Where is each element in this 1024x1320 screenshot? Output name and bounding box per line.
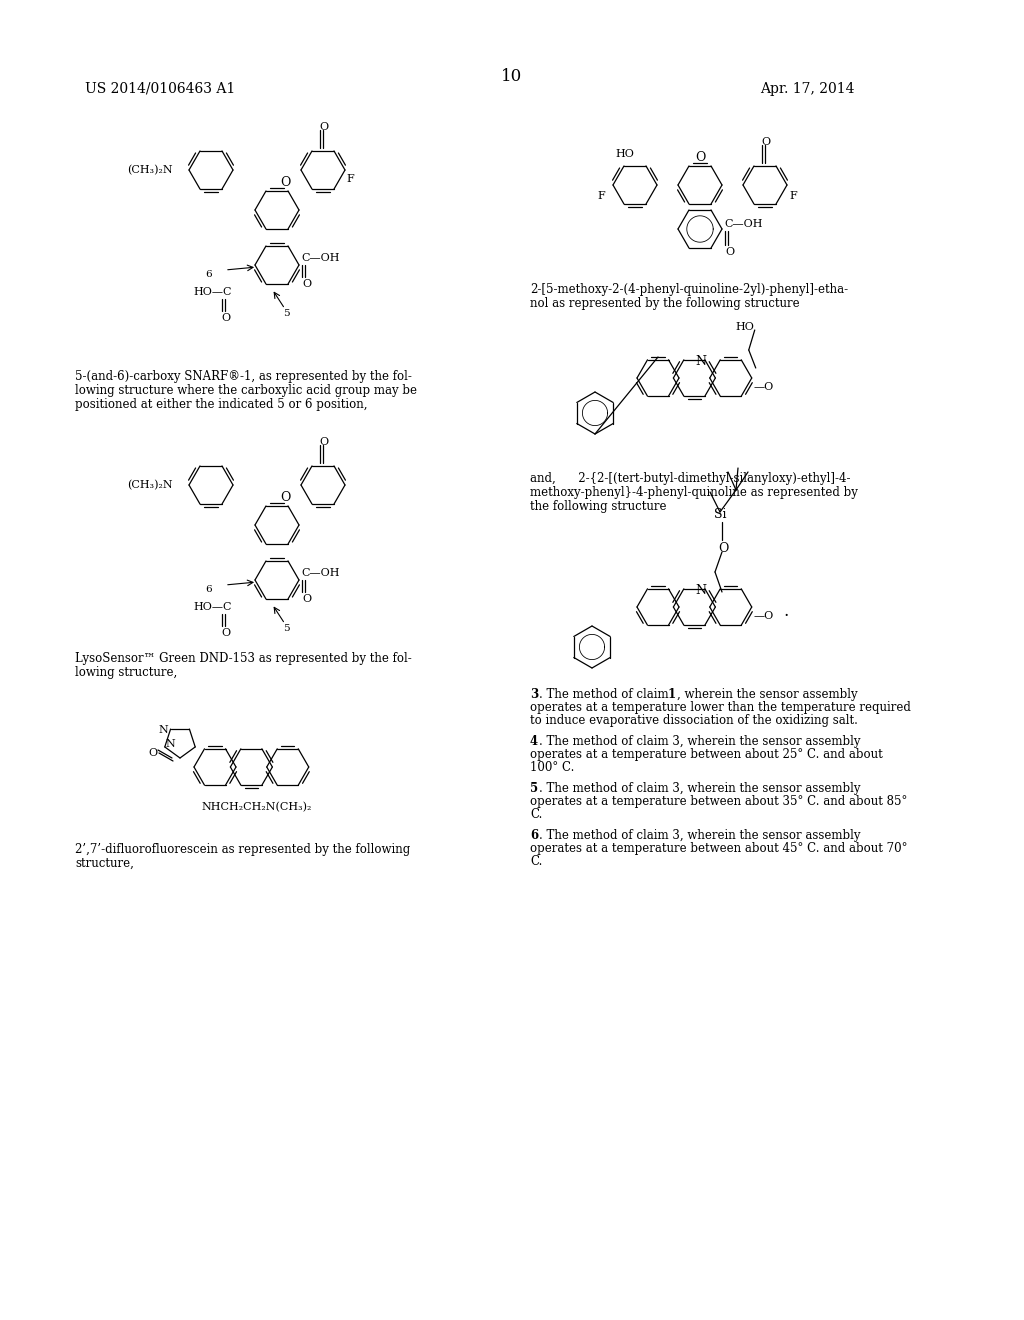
- Text: N: N: [695, 583, 707, 597]
- Text: to induce evaporative dissociation of the oxidizing salt.: to induce evaporative dissociation of th…: [530, 714, 858, 727]
- Text: O: O: [695, 150, 706, 164]
- Text: (CH₃)₂N: (CH₃)₂N: [127, 165, 173, 176]
- Text: 2’,7’-difluorofluorescein as represented by the following: 2’,7’-difluorofluorescein as represented…: [75, 843, 411, 855]
- Text: —O: —O: [754, 611, 774, 620]
- Text: 2-[5-methoxy-2-(4-phenyl-quinoline-2yl)-phenyl]-etha-: 2-[5-methoxy-2-(4-phenyl-quinoline-2yl)-…: [530, 282, 848, 296]
- Text: 5-(and-6)-carboxy SNARF®-1, as represented by the fol-: 5-(and-6)-carboxy SNARF®-1, as represent…: [75, 370, 412, 383]
- Text: O: O: [221, 313, 230, 323]
- Text: 10: 10: [502, 69, 522, 84]
- Text: , wherein the sensor assembly: , wherein the sensor assembly: [677, 688, 858, 701]
- Text: O: O: [280, 491, 291, 504]
- Text: operates at a temperature between about 25° C. and about: operates at a temperature between about …: [530, 748, 883, 762]
- Text: 3: 3: [530, 688, 539, 701]
- Text: O: O: [718, 543, 728, 554]
- Text: US 2014/0106463 A1: US 2014/0106463 A1: [85, 82, 236, 96]
- Text: C—OH: C—OH: [301, 568, 340, 578]
- Text: 5: 5: [283, 624, 290, 634]
- Text: 6: 6: [530, 829, 539, 842]
- Text: C—OH: C—OH: [724, 219, 763, 228]
- Text: F: F: [597, 191, 605, 201]
- Text: nol as represented by the following structure: nol as represented by the following stru…: [530, 297, 800, 310]
- Text: 6: 6: [205, 271, 212, 279]
- Text: 6: 6: [205, 585, 212, 594]
- Text: NHCH₂CH₂N(CH₃)₂: NHCH₂CH₂N(CH₃)₂: [202, 803, 311, 812]
- Text: LysoSensor™ Green DND-153 as represented by the fol-: LysoSensor™ Green DND-153 as represented…: [75, 652, 412, 665]
- Text: HO: HO: [736, 322, 755, 333]
- Text: HO—C: HO—C: [193, 602, 231, 612]
- Text: N: N: [166, 739, 175, 748]
- Text: F: F: [790, 191, 797, 201]
- Text: operates at a temperature between about 35° C. and about 85°: operates at a temperature between about …: [530, 795, 907, 808]
- Text: O: O: [319, 437, 328, 447]
- Text: O: O: [761, 137, 770, 147]
- Text: operates at a temperature lower than the temperature required: operates at a temperature lower than the…: [530, 701, 911, 714]
- Text: . The method of claim 3, wherein the sensor assembly: . The method of claim 3, wherein the sen…: [539, 829, 860, 842]
- Text: (CH₃)₂N: (CH₃)₂N: [127, 480, 173, 490]
- Text: N: N: [695, 355, 707, 368]
- Text: structure,: structure,: [75, 857, 134, 870]
- Text: O: O: [725, 247, 734, 257]
- Text: methoxy-phenyl}-4-phenyl-quinoline as represented by: methoxy-phenyl}-4-phenyl-quinoline as re…: [530, 486, 858, 499]
- Text: . The method of claim 3, wherein the sensor assembly: . The method of claim 3, wherein the sen…: [539, 781, 860, 795]
- Text: lowing structure,: lowing structure,: [75, 667, 177, 678]
- Text: C.: C.: [530, 855, 543, 869]
- Text: 1: 1: [668, 688, 676, 701]
- Text: O: O: [319, 121, 328, 132]
- Text: 100° C.: 100° C.: [530, 762, 574, 774]
- Text: N: N: [159, 725, 168, 735]
- Text: and,      2-{2-[(tert-butyl-dimethyl-silanyloxy)-ethyl]-4-: and, 2-{2-[(tert-butyl-dimethyl-silanylo…: [530, 473, 851, 484]
- Text: O: O: [280, 176, 291, 189]
- Text: HO—C: HO—C: [193, 286, 231, 297]
- Text: O: O: [302, 279, 311, 289]
- Text: C—OH: C—OH: [301, 253, 340, 263]
- Text: positioned at either the indicated 5 or 6 position,: positioned at either the indicated 5 or …: [75, 399, 368, 411]
- Text: 5: 5: [530, 781, 539, 795]
- Text: 4: 4: [530, 735, 539, 748]
- Text: O: O: [302, 594, 311, 605]
- Text: .: .: [783, 603, 790, 620]
- Text: Si: Si: [714, 508, 726, 521]
- Text: 5: 5: [283, 309, 290, 318]
- Text: F: F: [346, 174, 353, 183]
- Text: —O: —O: [754, 381, 774, 392]
- Text: operates at a temperature between about 45° C. and about 70°: operates at a temperature between about …: [530, 842, 907, 855]
- Text: C.: C.: [530, 808, 543, 821]
- Text: Apr. 17, 2014: Apr. 17, 2014: [760, 82, 854, 96]
- Text: O: O: [221, 628, 230, 638]
- Text: the following structure: the following structure: [530, 500, 667, 513]
- Text: O: O: [148, 748, 157, 758]
- Text: HO: HO: [615, 149, 634, 158]
- Text: lowing structure where the carboxylic acid group may be: lowing structure where the carboxylic ac…: [75, 384, 417, 397]
- Text: . The method of claim 3, wherein the sensor assembly: . The method of claim 3, wherein the sen…: [539, 735, 860, 748]
- Text: . The method of claim: . The method of claim: [539, 688, 673, 701]
